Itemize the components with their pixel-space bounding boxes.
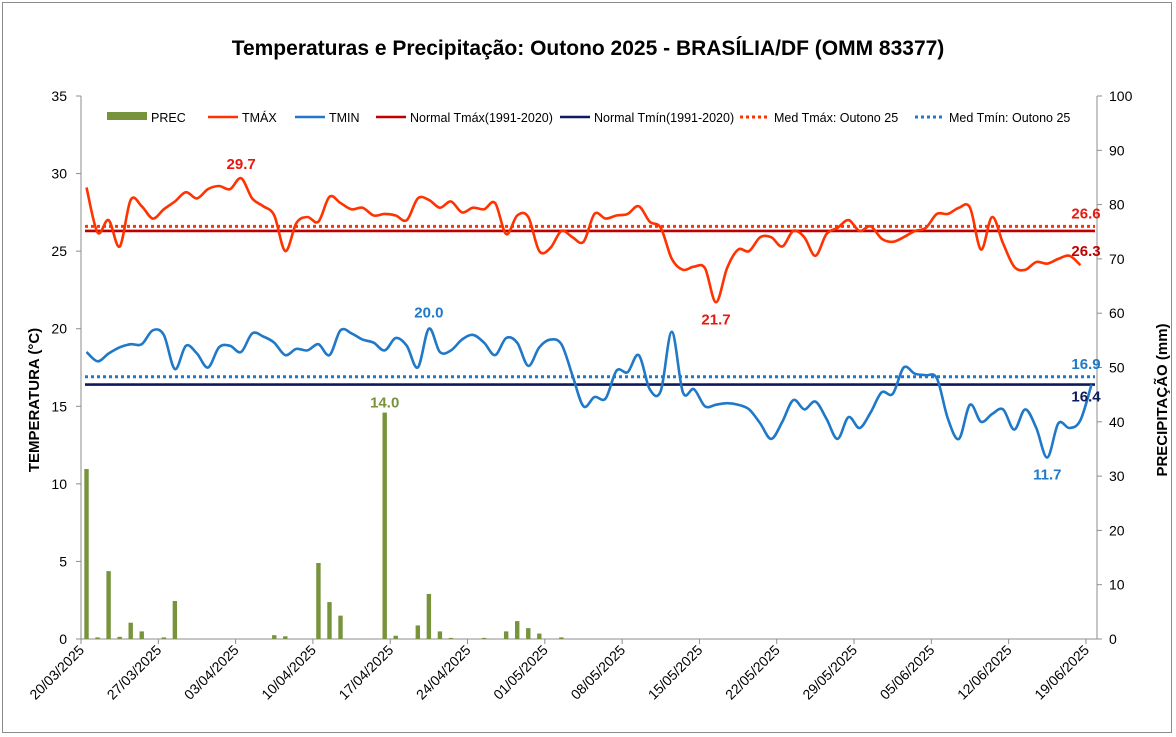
x-tick-label: 19/06/2025	[1031, 642, 1092, 703]
y2-tick-label: 70	[1109, 251, 1125, 267]
y-tick-label: 0	[59, 631, 67, 647]
legend: PREC TMÁX TMIN Normal Tmáx(1991-2020) Normal…	[107, 110, 1070, 125]
precipitation-bar	[128, 622, 133, 639]
y-tick-label: 35	[51, 88, 67, 104]
normal-tmin-value-label: 16.4	[1071, 389, 1101, 406]
precipitation-bar	[117, 636, 122, 639]
y-tick-label: 10	[51, 476, 67, 492]
legend-item-med-tmax-label: Med Tmáx: Outono 25	[774, 111, 898, 125]
precipitation-bar	[95, 637, 100, 639]
y2-tick-label: 50	[1109, 360, 1125, 376]
precipitation-bar	[338, 615, 343, 639]
y-tick-label: 25	[51, 243, 67, 259]
x-tick-label: 27/03/2025	[104, 642, 165, 703]
med-tmin-value-label: 16.9	[1071, 356, 1100, 373]
tmax-line	[85, 176, 1082, 304]
x-tick-label: 03/04/2025	[181, 642, 242, 703]
precipitation-bar	[172, 600, 178, 639]
x-tick-label: 17/04/2025	[335, 642, 396, 703]
x-tick-label: 10/04/2025	[258, 642, 319, 703]
tmax-min-label: 21.7	[701, 311, 730, 328]
precipitation-bar	[382, 412, 387, 639]
y2-axis-label: PRECIPITAÇÃO (mm)	[1153, 323, 1171, 476]
precipitation-bar	[426, 593, 432, 639]
precipitation-bar	[316, 562, 321, 639]
precipitation-bars	[84, 412, 564, 639]
med-tmax-value-label: 26.6	[1071, 205, 1100, 222]
y2-tick-label: 60	[1109, 305, 1125, 321]
prec-max-label: 14.0	[370, 395, 399, 412]
x-tick-label: 05/06/2025	[877, 642, 938, 703]
precipitation-bar	[526, 628, 531, 639]
x-tick-label: 24/04/2025	[413, 642, 474, 703]
y2-tick-label: 0	[1109, 631, 1117, 647]
y2-tick-label: 80	[1109, 197, 1125, 213]
x-tick-label: 15/05/2025	[645, 642, 706, 703]
precipitation-bar	[327, 602, 332, 639]
y2-tick-label: 30	[1109, 468, 1125, 484]
precipitation-bar	[272, 635, 277, 639]
x-tick-label: 22/05/2025	[722, 642, 783, 703]
precipitation-bar	[481, 637, 487, 639]
precipitation-bar	[283, 636, 288, 639]
y-tick-label: 5	[59, 553, 67, 569]
legend-item-med-tmin-label: Med Tmín: Outono 25	[949, 111, 1070, 125]
y2-tick-label: 40	[1109, 414, 1125, 430]
legend-item-tmax-label: TMÁX	[242, 110, 277, 125]
precipitation-bar	[448, 637, 454, 639]
tmin-min-label: 11.7	[1033, 466, 1061, 483]
precipitation-bar	[84, 469, 89, 639]
x-tick-label: 08/05/2025	[567, 642, 628, 703]
x-tick-label: 20/03/2025	[26, 642, 87, 703]
precipitation-bar	[515, 621, 520, 639]
legend-item-normal-tmax-label: Normal Tmáx(1991-2020)	[410, 111, 553, 125]
chart-svg: Temperaturas e Precipitação: Outono 2025…	[26, 37, 1171, 703]
x-tick-label: 29/05/2025	[799, 642, 860, 703]
legend-item-tmin-label: TMIN	[329, 111, 360, 125]
legend-item-prec-label: PREC	[151, 111, 186, 125]
precipitation-bar	[503, 631, 509, 639]
y2-tick-label: 100	[1109, 88, 1133, 104]
legend-item-normal-tmin-label: Normal Tmín(1991-2020)	[594, 111, 734, 125]
y-tick-label: 30	[51, 166, 67, 182]
legend-item-prec-swatch	[107, 112, 147, 120]
precipitation-bar	[559, 637, 564, 639]
y2-tick-label: 10	[1109, 577, 1125, 593]
tmin-line	[85, 327, 1093, 459]
precipitation-bar	[106, 571, 111, 639]
chart-title: Temperaturas e Precipitação: Outono 2025…	[232, 37, 945, 60]
precipitation-bar	[537, 633, 542, 639]
tmax-max-label: 29.7	[227, 156, 256, 173]
precipitation-bar	[393, 635, 398, 639]
y-tick-label: 20	[51, 321, 67, 337]
x-tick-label: 12/06/2025	[954, 642, 1015, 703]
normal-tmax-value-label: 26.3	[1071, 243, 1100, 260]
y2-tick-label: 20	[1109, 522, 1125, 538]
precipitation-bar	[415, 625, 421, 639]
precipitation-bar	[161, 637, 167, 639]
reference-lines	[85, 224, 1095, 386]
annotations: 29.7 21.7 20.0 11.7 14.0 26.6 26.3 16.9 16.4	[227, 156, 1102, 483]
y-tick-label: 15	[51, 398, 67, 414]
tmin-max-label: 20.0	[414, 305, 443, 322]
y-axis-label: TEMPERATURA (°C)	[26, 328, 43, 472]
precipitation-bar	[437, 631, 443, 639]
precipitation-bar	[139, 631, 144, 639]
x-tick-label: 01/05/2025	[490, 642, 551, 703]
y2-tick-label: 90	[1109, 142, 1125, 158]
temperature-lines	[85, 176, 1093, 459]
